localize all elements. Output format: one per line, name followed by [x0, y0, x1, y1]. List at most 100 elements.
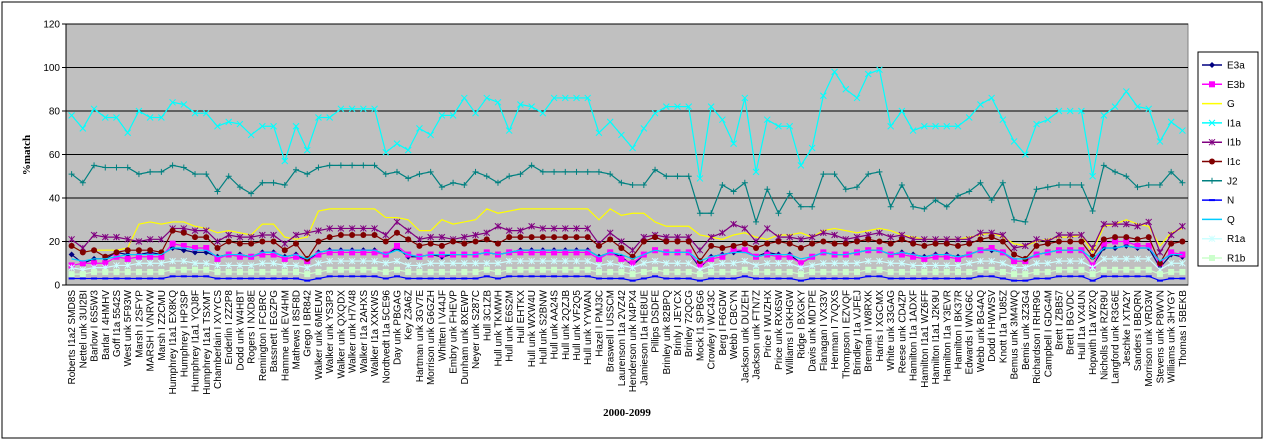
marker	[640, 259, 648, 267]
marker	[146, 114, 154, 121]
legend-label: I1c	[1227, 157, 1240, 168]
marker	[450, 268, 457, 275]
marker	[876, 168, 883, 175]
marker	[910, 203, 917, 210]
y-tick-label: 80	[49, 107, 61, 118]
marker	[1067, 238, 1074, 245]
marker	[1066, 231, 1074, 239]
marker	[1112, 266, 1119, 273]
marker	[741, 266, 748, 273]
marker	[90, 105, 98, 113]
marker	[887, 259, 895, 267]
x-tick-label: Langford unk R3G6E	[1111, 290, 1122, 384]
marker	[831, 240, 838, 247]
marker	[113, 114, 120, 121]
marker	[472, 238, 479, 245]
x-tick-label: Bemis unk 3Z3G4	[1021, 290, 1032, 370]
marker	[1122, 255, 1130, 263]
marker	[192, 171, 199, 178]
marker	[404, 262, 412, 269]
marker	[910, 268, 917, 275]
marker	[113, 268, 120, 275]
y-tick-label: 20	[49, 237, 61, 248]
marker	[561, 94, 569, 102]
marker	[775, 238, 782, 245]
marker	[607, 268, 614, 275]
marker	[1122, 220, 1130, 228]
marker	[326, 249, 333, 256]
marker	[797, 162, 805, 169]
marker	[90, 231, 98, 239]
marker	[1055, 238, 1062, 245]
marker	[192, 234, 199, 241]
marker	[1100, 162, 1107, 169]
x-tick-label: Thomas I 5BEKB	[1178, 290, 1189, 367]
marker	[91, 260, 98, 267]
x-tick-label: Hull unk VF2Q5	[572, 290, 583, 361]
marker	[1022, 271, 1029, 278]
x-tick-label: Brinley 72QCG	[684, 290, 695, 357]
marker	[606, 229, 614, 237]
marker	[214, 188, 221, 195]
marker	[124, 255, 131, 262]
marker	[258, 259, 266, 267]
marker	[898, 268, 905, 275]
x-tick-label: West unk 5F93W	[123, 289, 134, 366]
marker	[68, 242, 75, 249]
marker	[348, 257, 356, 265]
x-tick-label: Hull 3C1ZB	[482, 290, 493, 341]
marker	[292, 122, 300, 130]
marker	[382, 259, 390, 267]
marker	[1011, 216, 1018, 223]
marker	[438, 184, 445, 191]
x-tick-label: Williams unk 3HYGY	[1167, 290, 1178, 383]
marker	[427, 268, 434, 275]
marker	[730, 140, 737, 147]
marker	[225, 238, 232, 245]
marker	[315, 268, 322, 275]
marker	[1156, 181, 1163, 188]
marker	[819, 229, 827, 237]
marker	[1011, 271, 1018, 278]
marker	[371, 249, 378, 256]
marker	[730, 188, 737, 195]
x-tick-label: Campbell I GDG4M	[1043, 290, 1054, 377]
marker	[147, 253, 154, 260]
marker	[674, 238, 681, 245]
marker	[180, 101, 188, 108]
marker	[438, 233, 446, 241]
marker	[348, 225, 356, 232]
marker	[674, 103, 681, 111]
marker	[1033, 242, 1040, 249]
marker	[337, 266, 344, 273]
x-tick-label: Roberts I1a2 SMD8S	[67, 290, 78, 385]
marker	[562, 266, 569, 273]
marker	[831, 231, 838, 239]
marker	[584, 257, 592, 265]
marker	[696, 262, 703, 269]
marker	[371, 225, 378, 232]
marker	[517, 266, 524, 273]
marker	[169, 240, 176, 247]
marker	[359, 257, 367, 265]
series	[68, 266, 1186, 278]
marker	[270, 251, 277, 258]
marker	[943, 253, 950, 260]
marker	[606, 259, 614, 267]
marker	[898, 181, 905, 188]
series-line	[71, 275, 1183, 282]
marker	[1111, 220, 1119, 228]
x-tick-label: MARSH I VNRVW	[146, 289, 157, 371]
marker	[68, 235, 75, 243]
x-tick-label: Price unk RX6SW	[774, 289, 785, 370]
marker	[797, 271, 804, 278]
marker	[977, 257, 984, 265]
marker	[629, 264, 636, 271]
marker	[685, 103, 693, 111]
marker	[259, 179, 266, 186]
marker	[752, 238, 760, 245]
marker	[651, 257, 659, 265]
x-tick-label: Jackson unk FTN7Z	[752, 290, 763, 379]
marker	[293, 240, 300, 247]
marker	[349, 249, 356, 256]
